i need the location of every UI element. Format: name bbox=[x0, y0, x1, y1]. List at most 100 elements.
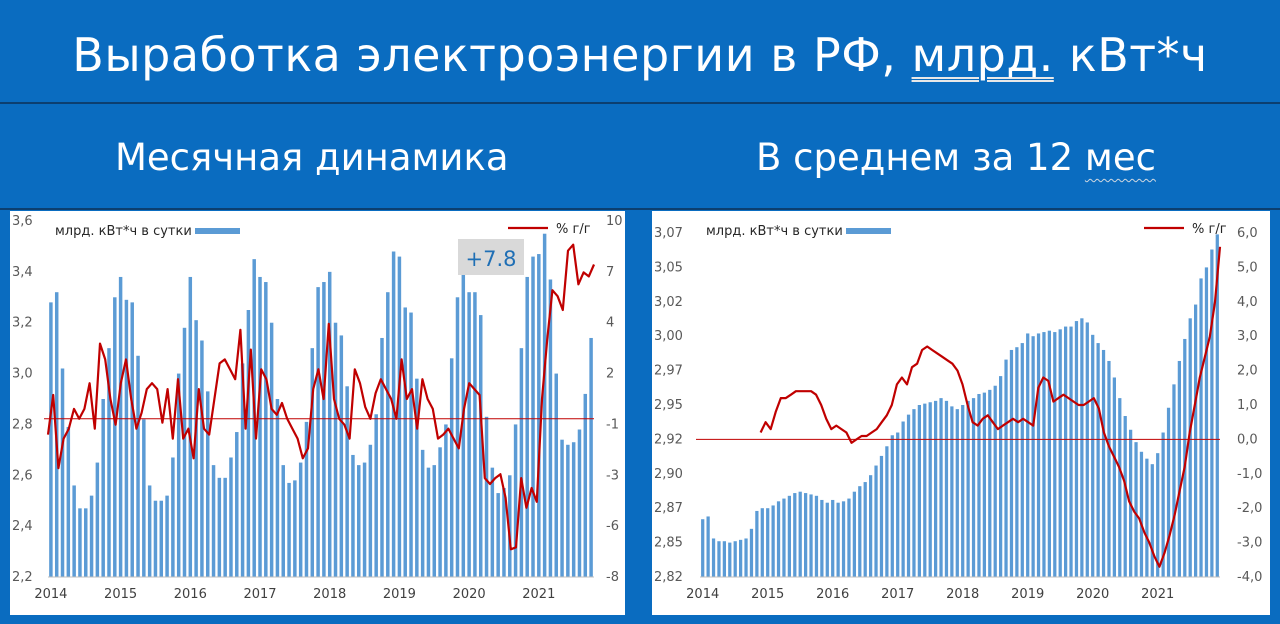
monthly-bar bbox=[496, 493, 500, 577]
monthly-bar bbox=[473, 292, 477, 577]
avg12-bar bbox=[1091, 334, 1095, 577]
avg12-bar bbox=[1015, 347, 1019, 577]
avg12-bar bbox=[728, 542, 732, 577]
monthly-bar bbox=[571, 442, 576, 577]
avg12-bar bbox=[1031, 336, 1035, 577]
avg12-right-tick-label: -2,0 bbox=[1237, 501, 1262, 516]
monthly-bar bbox=[409, 312, 413, 577]
avg12-bar bbox=[901, 421, 905, 577]
avg12-bar bbox=[993, 385, 997, 577]
avg12-bar bbox=[917, 405, 921, 577]
monthly-bar bbox=[461, 274, 466, 577]
avg12-bar bbox=[831, 499, 835, 577]
avg12-bar bbox=[1042, 332, 1046, 577]
avg12-bar bbox=[1118, 398, 1122, 577]
monthly-bar bbox=[566, 444, 570, 577]
monthly-bar bbox=[502, 488, 506, 577]
avg12-right-tick-label: -3,0 bbox=[1237, 536, 1262, 551]
avg12-bar bbox=[1096, 343, 1100, 577]
monthly-bar bbox=[95, 462, 100, 577]
monthly-bar bbox=[72, 485, 76, 577]
monthly-x-tick-label: 2017 bbox=[243, 587, 276, 602]
avg12-bar bbox=[782, 498, 786, 577]
avg12-bar bbox=[739, 539, 743, 577]
avg12-bar bbox=[1080, 318, 1084, 577]
monthly-bar bbox=[519, 348, 524, 577]
avg12-bar bbox=[863, 482, 867, 577]
avg12-bar bbox=[950, 406, 954, 577]
monthly-right-tick-label: -3 bbox=[606, 468, 619, 483]
avg12-bar bbox=[1123, 416, 1127, 577]
monthly-chart: 2,2 2,4 2,6 2,8 3,0 3,2 3,4 3,6 -8 -6 -3 -1 2 4 7 10 201… bbox=[12, 214, 623, 602]
monthly-bar bbox=[525, 276, 529, 577]
avg12-bar bbox=[1020, 343, 1024, 577]
monthly-x-tick-label: 2016 bbox=[174, 587, 207, 602]
title-main: Выработка электроэнергии в РФ, bbox=[72, 28, 912, 82]
monthly-bar bbox=[310, 348, 315, 577]
avg12-bar bbox=[1009, 349, 1014, 577]
monthly-bar bbox=[118, 276, 123, 577]
monthly-bar bbox=[426, 467, 431, 577]
monthly-chart-panel: 2,2 2,4 2,6 2,8 3,0 3,2 3,4 3,6 -8 -6 -3 -1 2 4 7 10 201… bbox=[10, 211, 625, 615]
avg12-bar bbox=[1139, 451, 1144, 577]
monthly-bar bbox=[467, 292, 471, 577]
avg12-left-tick-label: 2,92 bbox=[654, 432, 683, 447]
monthly-bar bbox=[577, 429, 582, 577]
monthly-right-tick-label: 10 bbox=[606, 214, 623, 229]
avg12-legend-bar-label: млрд. кВт*ч в сутки bbox=[706, 224, 843, 239]
monthly-bar bbox=[316, 287, 320, 577]
monthly-bar bbox=[484, 416, 489, 577]
avg12-bar bbox=[971, 398, 976, 577]
avg12-left-tick-label: 2,87 bbox=[654, 501, 683, 516]
monthly-bar bbox=[415, 378, 419, 577]
title-unit: млрд. bbox=[911, 28, 1054, 82]
avg12-bar bbox=[961, 405, 965, 577]
avg12-right-tick-label: 0,0 bbox=[1237, 432, 1258, 447]
monthly-right-tick-label: -8 bbox=[606, 570, 619, 585]
avg12-bar bbox=[955, 409, 959, 577]
monthly-left-tick-label: 2,2 bbox=[12, 570, 33, 585]
monthly-x-tick-label: 2019 bbox=[383, 587, 416, 602]
monthly-bar bbox=[113, 297, 117, 577]
monthly-bar bbox=[147, 485, 152, 577]
avg12-left-tick-label: 3,00 bbox=[654, 329, 683, 344]
monthly-bar bbox=[223, 477, 227, 577]
monthly-bar bbox=[269, 322, 274, 577]
monthly-bar bbox=[264, 282, 268, 577]
avg12-left-tick-label: 2,82 bbox=[654, 570, 683, 585]
avg12-x-tick-label: 2020 bbox=[1076, 587, 1109, 602]
monthly-bar bbox=[78, 508, 82, 577]
avg12-bar bbox=[1188, 318, 1192, 577]
avg12-left-tick-label: 3,07 bbox=[654, 226, 683, 241]
avg12-bar bbox=[1026, 333, 1030, 577]
avg12-bar bbox=[1172, 384, 1176, 577]
monthly-bar bbox=[124, 299, 129, 577]
avg12-x-tick-label: 2015 bbox=[751, 587, 784, 602]
monthly-bar bbox=[84, 508, 88, 577]
monthly-bar bbox=[386, 292, 390, 577]
monthly-bar bbox=[171, 457, 175, 577]
avg12-right-tick-label: 5,0 bbox=[1237, 260, 1258, 275]
avg12-bar bbox=[852, 491, 856, 577]
avg12-right-tick-label: -1,0 bbox=[1237, 467, 1262, 482]
avg12-bar bbox=[1150, 464, 1154, 577]
avg12-bar bbox=[982, 392, 986, 577]
avg12-bar bbox=[912, 409, 916, 577]
monthly-bar bbox=[490, 467, 495, 577]
monthly-bar bbox=[333, 322, 338, 577]
monthly-bar bbox=[235, 432, 239, 577]
monthly-bar bbox=[159, 500, 164, 577]
monthly-bar bbox=[537, 254, 541, 578]
monthly-bar bbox=[531, 256, 535, 577]
monthly-left-tick-label: 3,2 bbox=[12, 316, 33, 331]
monthly-bar bbox=[478, 315, 483, 577]
avg12-bar bbox=[793, 493, 797, 577]
avg12-x-tick-label: 2014 bbox=[686, 587, 719, 602]
avg12-bar bbox=[999, 376, 1003, 577]
avg12-bar bbox=[836, 502, 840, 577]
monthly-bar bbox=[101, 399, 105, 577]
avg12-bar bbox=[733, 541, 737, 577]
monthly-x-tick-label: 2020 bbox=[453, 587, 486, 602]
monthly-bar bbox=[449, 358, 454, 577]
avg12-bar bbox=[1101, 349, 1106, 577]
